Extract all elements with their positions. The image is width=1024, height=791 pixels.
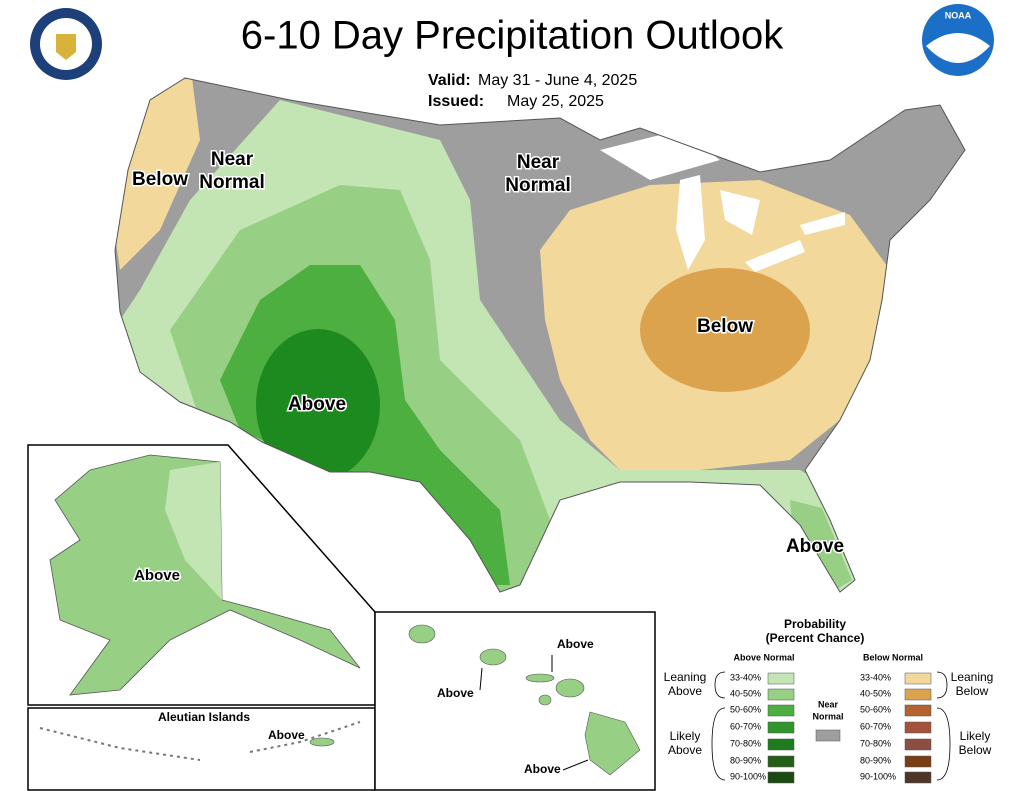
legend-range: 80-90% (860, 755, 891, 765)
noaa-bird (926, 33, 990, 63)
legend-group: Likely (960, 729, 991, 743)
valid-value: May 31 - June 4, 2025 (478, 72, 637, 89)
legend-range: 60-70% (860, 721, 891, 731)
hawaii-islands (408, 624, 641, 776)
legend-group: Leaning (951, 670, 994, 684)
aleutian-label: Above (268, 728, 305, 742)
legend-range: 40-50% (730, 688, 761, 698)
region-label: Below (697, 316, 753, 337)
legend-swatch (767, 672, 795, 685)
alaska-label: Above (134, 567, 180, 584)
lake-erie (745, 240, 805, 272)
conus-outline (114, 77, 966, 593)
above-60-area (256, 329, 380, 481)
legend-brace (936, 671, 948, 699)
aleutian-chain (39, 721, 361, 761)
legend-swatch (767, 771, 795, 784)
legend-group: Likely (670, 729, 701, 743)
legend-group: Above (668, 684, 702, 698)
legend-range: 33-40% (730, 672, 761, 682)
legend-brace (711, 707, 726, 781)
legend-range: 33-40% (860, 672, 891, 682)
legend-group: Below (959, 743, 992, 757)
legend-swatch (767, 688, 795, 701)
above-40-florida (790, 500, 852, 592)
region-label: Above (288, 394, 346, 415)
lanai (538, 694, 552, 706)
region-label: Near (517, 152, 560, 173)
legend-range: 50-60% (860, 704, 891, 714)
legend-range: 80-90% (730, 755, 761, 765)
legend-brace (714, 671, 726, 699)
hawaii-pointers (479, 655, 589, 771)
legend-swatch (767, 721, 795, 734)
legend-group: Below (956, 684, 989, 698)
legend-near-label: Normal (812, 711, 843, 721)
legend-range: 70-80% (730, 738, 761, 748)
valid-label: Valid: (428, 72, 471, 89)
legend-title: (Percent Chance) (766, 631, 865, 645)
oahu (479, 648, 507, 666)
legend-near-label: Near (818, 699, 839, 709)
legend-swatch (767, 755, 795, 768)
legend-brace (936, 707, 951, 781)
legend-swatch (904, 704, 932, 717)
legend-range: 90-100% (730, 771, 766, 781)
legend-swatch (904, 738, 932, 751)
legend-swatch (767, 738, 795, 751)
noaa-text: NOAA (945, 10, 972, 20)
title: 6-10 Day Precipitation Outlook (241, 14, 785, 58)
legend-range: 40-50% (860, 688, 891, 698)
issued-value: May 25, 2025 (507, 93, 604, 110)
region-label: Below (132, 169, 188, 190)
aleutian-title: Aleutian Islands (158, 710, 250, 724)
legend-swatch (904, 771, 932, 784)
commerce-shield (56, 34, 76, 60)
legend-swatch (904, 672, 932, 685)
aleutian-land (309, 737, 335, 747)
legend-header: Above Normal (733, 652, 794, 662)
region-label: Normal (199, 172, 264, 193)
legend-swatch (815, 729, 841, 742)
legend-swatch (904, 721, 932, 734)
lake-ontario (800, 212, 845, 235)
legend-range: 70-80% (860, 738, 891, 748)
region-label: Normal (505, 175, 570, 196)
issued-label: Issued: (428, 93, 484, 110)
hawaii-label: Above (557, 637, 594, 651)
hawaii-label: Above (524, 762, 561, 776)
maui (555, 678, 585, 698)
legend-swatch (767, 704, 795, 717)
lake-michigan (676, 175, 705, 270)
legend: Probability(Percent Chance) Above Normal B… (664, 617, 994, 784)
legend-title: Probability (784, 617, 846, 631)
legend-swatch (904, 688, 932, 701)
legend-header: Below Normal (863, 652, 923, 662)
region-label: Above (786, 536, 844, 557)
alaska-33-area (165, 462, 222, 600)
big-island (584, 711, 641, 776)
molokai (525, 673, 555, 683)
legend-range: 50-60% (730, 704, 761, 714)
legend-range: 60-70% (730, 721, 761, 731)
region-label: Near (211, 149, 254, 170)
legend-group: Leaning (664, 670, 707, 684)
kauai (408, 624, 436, 644)
hawaii-label: Above (437, 686, 474, 700)
legend-group: Above (668, 743, 702, 757)
below-40-area (640, 268, 810, 392)
legend-swatch (904, 755, 932, 768)
lake-huron (720, 190, 760, 235)
legend-range: 90-100% (860, 771, 896, 781)
